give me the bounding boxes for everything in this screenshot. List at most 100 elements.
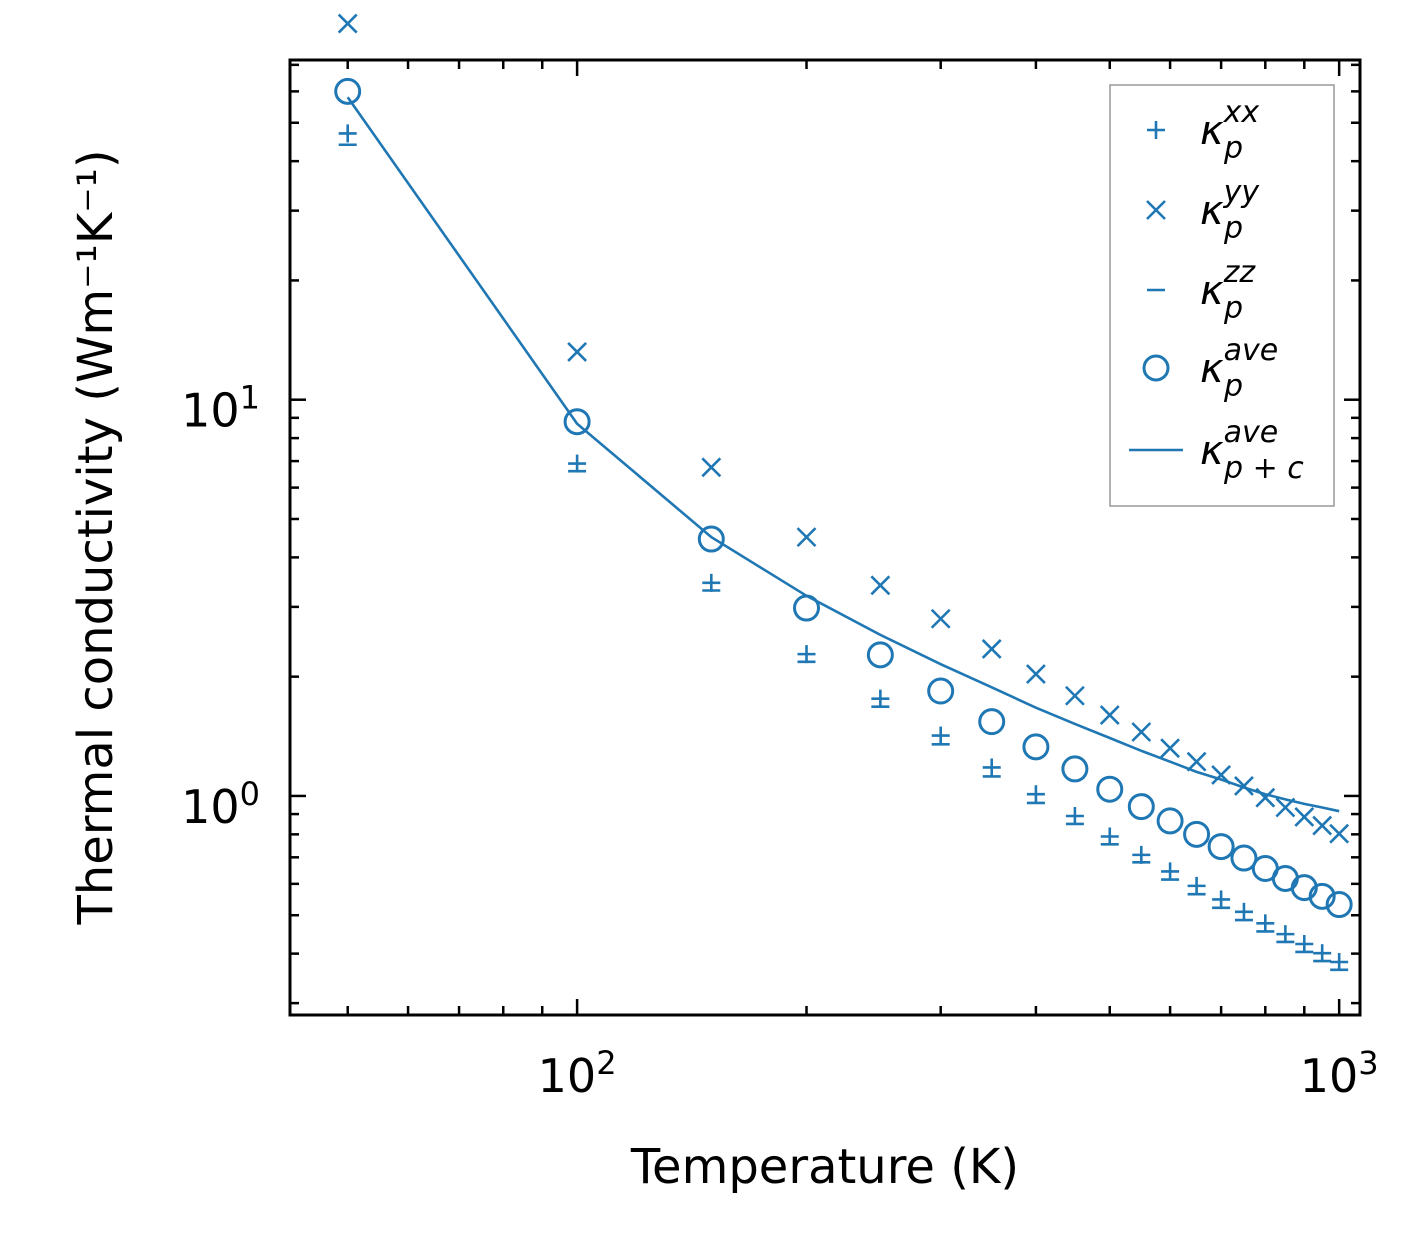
point-kxx	[1313, 944, 1332, 963]
legend-entry: κyy p	[1146, 175, 1260, 246]
point-kxx	[1026, 785, 1045, 804]
point-kxx	[1187, 876, 1206, 895]
point-kyy	[1186, 751, 1207, 772]
point-kave	[1207, 833, 1235, 861]
point-kxx	[1295, 935, 1314, 954]
point-kyy	[1234, 775, 1254, 796]
point-kave	[978, 708, 1006, 736]
legend-label: κave p + c	[1200, 415, 1304, 486]
point-kyy	[981, 638, 1002, 659]
point-kxx	[1276, 925, 1295, 944]
point-kave	[1096, 775, 1124, 803]
point-kxx	[1234, 902, 1253, 921]
legend-marker-x-b	[1146, 200, 1166, 220]
x-axis-title: Temperature (K)	[630, 1139, 1019, 1195]
point-kyy	[1312, 815, 1333, 836]
point-kyy	[1064, 685, 1085, 706]
point-kyy-b	[701, 457, 722, 478]
point-kyy	[796, 527, 817, 548]
point-kyy-b	[981, 638, 1002, 659]
point-kxx	[797, 645, 816, 664]
point-kave	[1127, 793, 1155, 821]
point-kxx	[1100, 827, 1119, 846]
point-kyy-b	[1255, 787, 1276, 808]
point-kyy-b	[1234, 775, 1254, 796]
point-kave	[927, 677, 955, 705]
point-kave	[1308, 882, 1336, 910]
point-kave	[866, 641, 894, 669]
x-tick-label: 102	[538, 1044, 617, 1103]
legend-marker-x	[1146, 200, 1166, 220]
legend-label: κzz p	[1200, 255, 1256, 326]
legend-entry: κave p + c	[1129, 415, 1304, 486]
legend-entry: κave p	[1142, 333, 1278, 404]
x-tick-label: 103	[1300, 1044, 1379, 1103]
point-kyy	[930, 608, 951, 629]
point-kyy-b	[870, 575, 891, 596]
point-kyy-b	[1312, 815, 1333, 836]
point-kyy-b	[1025, 664, 1046, 685]
point-kave	[1061, 755, 1089, 783]
point-kave	[563, 408, 591, 436]
point-kyy-b	[567, 342, 588, 362]
point-kave	[1156, 807, 1184, 835]
point-kyy	[337, 13, 358, 34]
point-kyy-b	[1099, 705, 1120, 725]
point-kyy	[1099, 705, 1120, 725]
legend-frame	[1109, 84, 1335, 507]
point-kyy-b	[1294, 807, 1315, 827]
point-kave	[1325, 891, 1353, 919]
legend-entry: κzz p	[1147, 255, 1256, 326]
point-kyy	[701, 457, 722, 478]
point-kave	[1022, 733, 1050, 761]
point-kyy-b	[337, 13, 358, 34]
point-kyy	[1160, 738, 1181, 759]
series-kyy	[337, 13, 1350, 844]
point-kyy	[870, 575, 891, 596]
series-kave	[334, 77, 1353, 919]
series-kave_pc-line	[346, 96, 1340, 813]
point-kxx	[1065, 806, 1084, 825]
point-kave	[1183, 820, 1211, 848]
point-kave	[1230, 844, 1258, 872]
data-layer	[334, 13, 1353, 972]
legend-label: κave p	[1200, 333, 1278, 404]
y-tick-label: 100	[181, 775, 260, 834]
point-kxx	[702, 573, 721, 592]
point-kxx	[1132, 845, 1151, 864]
y-tick-label: 101	[181, 379, 260, 438]
point-kyy-b	[1329, 823, 1350, 844]
point-kyy-b	[930, 608, 951, 629]
legend-label: κxx p	[1200, 95, 1259, 166]
point-kyy-b	[796, 527, 817, 548]
point-kyy	[1329, 823, 1350, 844]
legend-marker-plus	[1147, 121, 1165, 139]
point-kyy	[567, 342, 588, 362]
legend-marker-circle	[1142, 354, 1170, 382]
point-kxx	[1161, 862, 1180, 881]
point-kyy-b	[1211, 764, 1232, 785]
point-kxx	[1212, 890, 1231, 909]
point-kave	[334, 77, 362, 105]
point-kave	[697, 525, 725, 553]
labels-layer: 102 103 100 101	[181, 379, 1379, 1103]
legend-label: κyy p	[1200, 175, 1260, 246]
point-kyy	[1131, 722, 1152, 742]
plot-frame	[288, 58, 1362, 1017]
point-kxx	[931, 726, 950, 745]
point-kxx	[871, 689, 890, 708]
point-kxx	[338, 124, 357, 143]
point-kyy-b	[1160, 738, 1181, 759]
point-kxx	[982, 758, 1001, 777]
legend-entry: κxx p	[1147, 95, 1259, 166]
point-kxx	[1330, 952, 1349, 971]
series-kxx	[338, 124, 1349, 971]
point-kyy-b	[1131, 722, 1152, 742]
series-kzz	[338, 143, 1349, 972]
point-kyy	[1294, 807, 1315, 827]
point-kxx	[568, 454, 587, 473]
point-kxx	[1256, 914, 1275, 933]
y-axis-title: Thermal conductivity (Wm⁻¹K⁻¹)	[68, 149, 124, 925]
legend: κxx p κyy p κzz p κave p κave p + c	[1109, 84, 1335, 507]
